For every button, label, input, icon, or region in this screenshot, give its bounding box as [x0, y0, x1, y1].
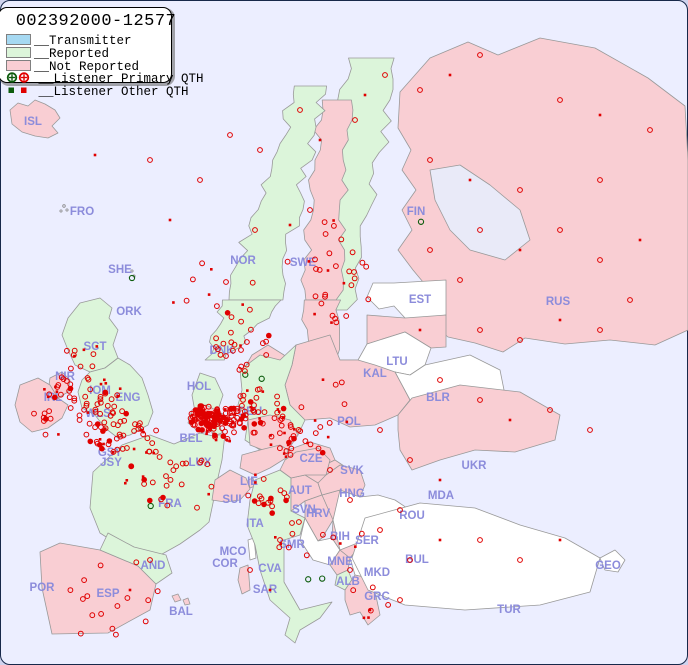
svg-text:BIH: BIH [330, 531, 350, 543]
svg-text:SHE: SHE [108, 264, 132, 276]
svg-text:NOR: NOR [230, 255, 256, 267]
svg-text:MKD: MKD [364, 567, 390, 579]
svg-text:COR: COR [212, 558, 238, 570]
svg-text:HRV: HRV [306, 508, 330, 520]
svg-text:CZE: CZE [300, 453, 323, 465]
svg-text:EST: EST [409, 294, 431, 306]
svg-text:FRO: FRO [70, 206, 94, 218]
svg-text:ISL: ISL [24, 116, 42, 128]
svg-text:HOL: HOL [187, 381, 211, 393]
svg-text:CVA: CVA [258, 563, 281, 575]
svg-text:ORK: ORK [116, 306, 142, 318]
svg-text:MCO: MCO [220, 546, 247, 558]
svg-text:BUL: BUL [405, 554, 429, 566]
svg-text:ITA: ITA [246, 518, 264, 530]
svg-text:SAR: SAR [253, 584, 278, 596]
svg-text:TUR: TUR [497, 604, 521, 616]
svg-text:SVK: SVK [340, 465, 364, 477]
svg-text:AUT: AUT [288, 485, 312, 497]
svg-text:MDA: MDA [428, 490, 454, 502]
svg-text:POR: POR [30, 582, 56, 594]
svg-text:ROU: ROU [399, 510, 425, 522]
svg-text:SER: SER [355, 535, 379, 547]
svg-text:BAL: BAL [169, 606, 193, 618]
svg-text:MNE: MNE [327, 556, 353, 568]
svg-text:GRC: GRC [364, 591, 390, 603]
svg-text:FIN: FIN [407, 206, 426, 218]
svg-text:SUI: SUI [222, 494, 241, 506]
svg-text:LTU: LTU [386, 356, 408, 368]
svg-text:JSY: JSY [100, 457, 122, 469]
svg-text:SMR: SMR [279, 539, 305, 551]
svg-text:BEL: BEL [180, 433, 203, 445]
svg-text:RUS: RUS [546, 296, 571, 308]
svg-text:POL: POL [337, 416, 361, 428]
svg-text:ESP: ESP [96, 588, 119, 600]
svg-text:BLR: BLR [426, 392, 450, 404]
svg-text:ALB: ALB [336, 576, 360, 588]
svg-text:UKR: UKR [462, 460, 488, 472]
svg-text:SCT: SCT [84, 341, 107, 353]
svg-text:GEO: GEO [595, 560, 621, 572]
svg-text:AND: AND [141, 560, 166, 572]
svg-text:KAL: KAL [363, 368, 387, 380]
